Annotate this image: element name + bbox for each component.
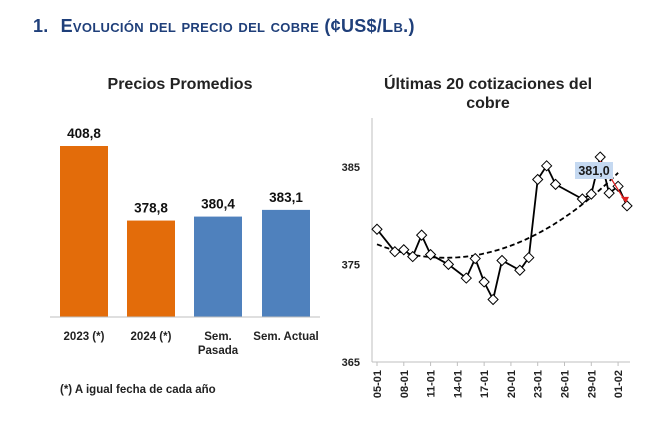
data-point-12 — [496, 254, 508, 267]
trend-line — [376, 172, 619, 259]
data-point-10 — [478, 276, 490, 288]
data-point-2 — [389, 246, 401, 258]
data-point-14 — [523, 251, 535, 264]
data-point-3 — [398, 244, 410, 256]
bar-category-label-3: Pasada — [198, 345, 239, 357]
bar-1 — [60, 146, 108, 317]
bar-category-label-4: Sem. Actual — [253, 331, 318, 343]
data-point-13 — [514, 264, 526, 276]
bar-2 — [127, 220, 175, 317]
x-tick-label: 17-01 — [479, 370, 491, 398]
bars-group: 408,8 2023 (*) 378,8 2024 (*) 380,4 Sem. Pasad… — [60, 126, 319, 357]
data-point-5 — [415, 229, 428, 241]
data-point-11 — [487, 293, 499, 306]
data-point-18 — [576, 193, 589, 205]
y-tick-label: 375 — [342, 259, 360, 271]
line-chart-title-2: cobre — [466, 95, 510, 112]
bar-value-label-3: 380,4 — [201, 197, 235, 212]
last-value-callout-text: 381,0 — [578, 164, 609, 178]
bar-category-label-1: 2023 (*) — [64, 331, 105, 343]
data-point-9 — [469, 252, 481, 265]
data-point-16 — [540, 160, 553, 172]
x-tick-label: 14-01 — [452, 370, 464, 398]
bar-4 — [262, 209, 310, 317]
data-point-6 — [424, 248, 437, 261]
bar-category-label-3: Sem. — [204, 331, 232, 343]
data-point-15 — [532, 173, 544, 186]
x-tick-label: 29-01 — [586, 370, 598, 398]
x-tick-label: 01-02 — [613, 370, 625, 398]
bar-value-label-1: 408,8 — [67, 126, 101, 141]
data-point-21 — [603, 187, 615, 199]
bar-value-label-4: 383,1 — [269, 190, 303, 205]
x-tick-label: 23-01 — [533, 370, 545, 398]
data-point-7 — [442, 258, 455, 271]
bar-chart: Precios Promedios 408,8 2023 (*) 378,8 2024… — [50, 76, 320, 396]
bar-category-label-2: 2024 (*) — [131, 331, 172, 343]
line-chart: Últimas 20 cotizaciones del cobre 365 375… — [342, 74, 633, 398]
x-tick-label: 26-01 — [560, 370, 572, 398]
line-plot: 365 375 385 05-01 08-01 11-01 14-01 17-01 20-01 2… — [342, 118, 633, 398]
data-point-20 — [594, 151, 606, 163]
x-tick-label: 11-01 — [426, 370, 438, 398]
bar-value-label-2: 378,8 — [134, 201, 168, 216]
bar-chart-title: Precios Promedios — [108, 76, 253, 93]
x-tick-label: 20-01 — [506, 370, 518, 398]
bar-footnote: (*) A igual fecha de cada año — [60, 384, 216, 396]
data-point-23 — [621, 200, 633, 212]
line-chart-title-1: Últimas 20 cotizaciones del — [384, 74, 592, 93]
data-point-17 — [549, 178, 562, 191]
data-point-1 — [371, 223, 383, 235]
last-value-callout — [575, 162, 613, 179]
y-tick-label: 385 — [342, 162, 360, 174]
y-tick-label: 365 — [342, 357, 360, 369]
x-tick-label: 05-01 — [372, 370, 384, 398]
x-tick-label: 08-01 — [399, 370, 411, 398]
bar-3 — [194, 216, 242, 317]
data-point-8 — [460, 272, 472, 284]
data-point-19 — [585, 188, 597, 200]
data-point-4 — [407, 250, 419, 263]
page-title: 1. Evolución del precio del cobre (¢US$/L… — [33, 16, 415, 36]
decline-arrow-head — [621, 196, 629, 203]
